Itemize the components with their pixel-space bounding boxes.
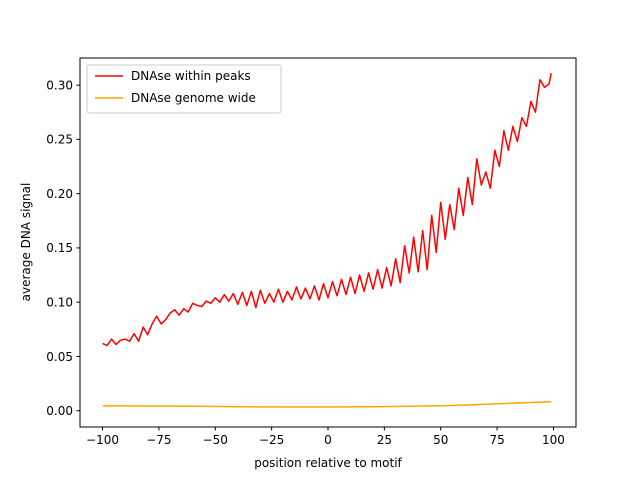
- x-tick-label: −50: [203, 433, 228, 447]
- y-tick-label: 0.30: [46, 78, 73, 92]
- x-axis-label: position relative to motif: [254, 456, 402, 470]
- legend: DNAse within peaks DNAse genome wide: [86, 64, 282, 114]
- x-tick-label: 75: [489, 433, 504, 447]
- legend-label-within-peaks: DNAse within peaks: [131, 69, 251, 83]
- series-line-genome-wide: [102, 400, 552, 408]
- series-line-within-peaks: [102, 73, 552, 347]
- x-tick-label: −100: [86, 433, 119, 447]
- y-tick-label: 0.20: [46, 187, 73, 201]
- legend-label-genome-wide: DNAse genome wide: [131, 91, 256, 105]
- x-tick-label: 50: [433, 433, 448, 447]
- x-tick-label: 0: [324, 433, 332, 447]
- y-tick-label: 0.10: [46, 295, 73, 309]
- legend-box: [86, 64, 282, 114]
- x-axis-ticks: −100 −75 −50 −25 0 25 50 75 100: [86, 427, 565, 447]
- x-tick-label: −25: [259, 433, 284, 447]
- y-tick-label: 0.15: [46, 241, 73, 255]
- y-tick-label: 0.25: [46, 133, 73, 147]
- series-lines: [102, 73, 552, 408]
- x-tick-label: 25: [377, 433, 392, 447]
- y-axis-ticks: 0.00 0.05 0.10 0.15 0.20 0.25 0.30: [46, 78, 80, 418]
- x-tick-label: −75: [146, 433, 171, 447]
- y-axis-label: average DNA signal: [19, 183, 33, 302]
- y-tick-label: 0.00: [46, 404, 73, 418]
- x-tick-label: 100: [542, 433, 565, 447]
- y-tick-label: 0.05: [46, 350, 73, 364]
